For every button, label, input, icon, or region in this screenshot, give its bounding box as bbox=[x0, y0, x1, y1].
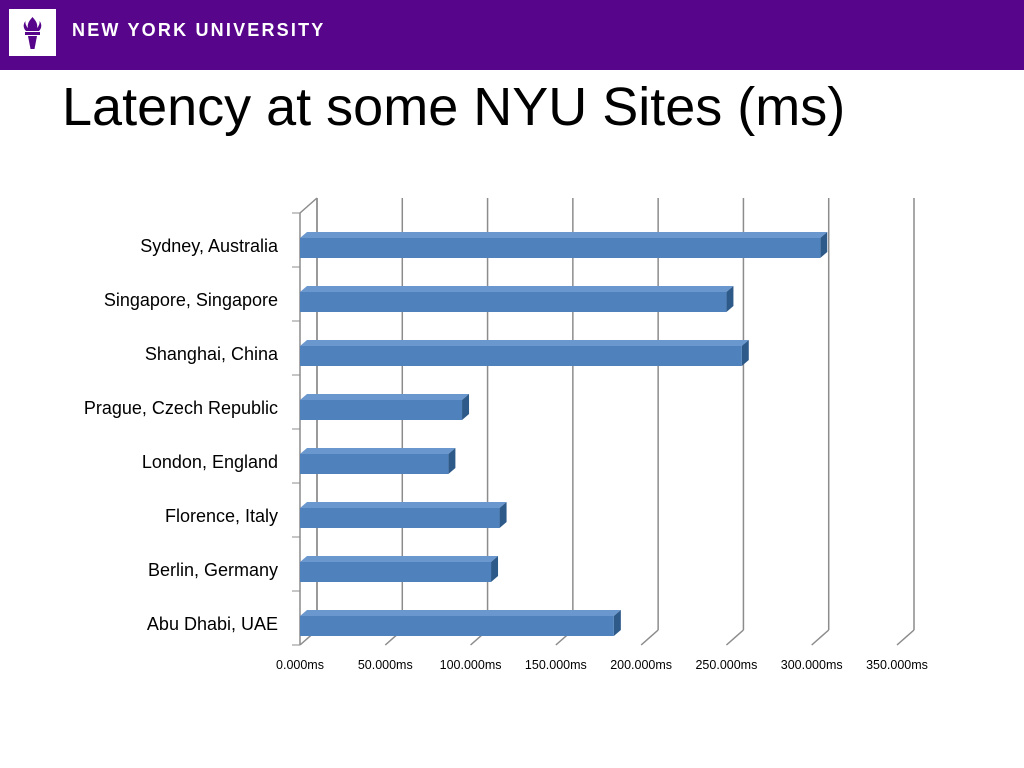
bar bbox=[300, 508, 500, 528]
nyu-torch-icon bbox=[23, 17, 42, 49]
bar-end-face bbox=[613, 610, 621, 636]
floor-gridline bbox=[725, 629, 744, 646]
category-label: Prague, Czech Republic bbox=[84, 398, 278, 418]
bar-end-face bbox=[820, 232, 828, 258]
bar bbox=[300, 400, 463, 420]
category-label: Sydney, Australia bbox=[140, 236, 279, 256]
bar bbox=[300, 454, 449, 474]
x-tick-label: 100.000ms bbox=[440, 658, 502, 672]
bar-end-face bbox=[726, 286, 734, 312]
x-tick-label: 0.000ms bbox=[276, 658, 324, 672]
category-label: Shanghai, China bbox=[145, 344, 279, 364]
x-tick-label: 300.000ms bbox=[781, 658, 843, 672]
bar-top-face bbox=[300, 340, 749, 346]
bar-top-face bbox=[300, 394, 470, 400]
x-tick-label: 250.000ms bbox=[695, 658, 757, 672]
bar-top-face bbox=[300, 448, 456, 454]
bar-end-face bbox=[499, 502, 507, 528]
bar bbox=[300, 238, 821, 258]
bar-top-face bbox=[300, 610, 621, 616]
side-wall-top bbox=[299, 197, 318, 214]
floor-gridline bbox=[896, 629, 915, 646]
bar bbox=[300, 562, 492, 582]
bar-end-face bbox=[448, 448, 456, 474]
category-label: Abu Dhabi, UAE bbox=[147, 614, 278, 634]
chart-labels: 0.000ms 50.000ms 100.000ms 150.000ms 200.000… bbox=[84, 236, 928, 672]
x-tick-label: 50.000ms bbox=[358, 658, 413, 672]
category-label: Singapore, Singapore bbox=[104, 290, 278, 310]
bar-end-face bbox=[741, 340, 749, 366]
bar-top-face bbox=[300, 556, 499, 562]
university-name: NEW YORK UNIVERSITY bbox=[72, 20, 326, 40]
floor-gridline bbox=[640, 629, 659, 646]
category-label: London, England bbox=[142, 452, 278, 472]
bar-top-face bbox=[300, 286, 734, 292]
bar-top-face bbox=[300, 502, 507, 508]
x-tick-label: 150.000ms bbox=[525, 658, 587, 672]
bar-top-face bbox=[300, 232, 828, 238]
x-tick-label: 200.000ms bbox=[610, 658, 672, 672]
slide-title: Latency at some NYU Sites (ms) bbox=[62, 77, 846, 137]
bar bbox=[300, 346, 742, 366]
floor-gridline bbox=[811, 629, 830, 646]
bar-end-face bbox=[462, 394, 470, 420]
category-label: Florence, Italy bbox=[165, 506, 278, 526]
bar bbox=[300, 616, 614, 636]
bar-end-face bbox=[491, 556, 499, 582]
bar bbox=[300, 292, 727, 312]
header-bar: NEW YORK UNIVERSITY bbox=[0, 0, 1024, 70]
category-label: Berlin, Germany bbox=[148, 560, 278, 580]
x-tick-label: 350.000ms bbox=[866, 658, 928, 672]
chart-bars bbox=[300, 232, 828, 636]
nyu-logo bbox=[9, 9, 56, 56]
